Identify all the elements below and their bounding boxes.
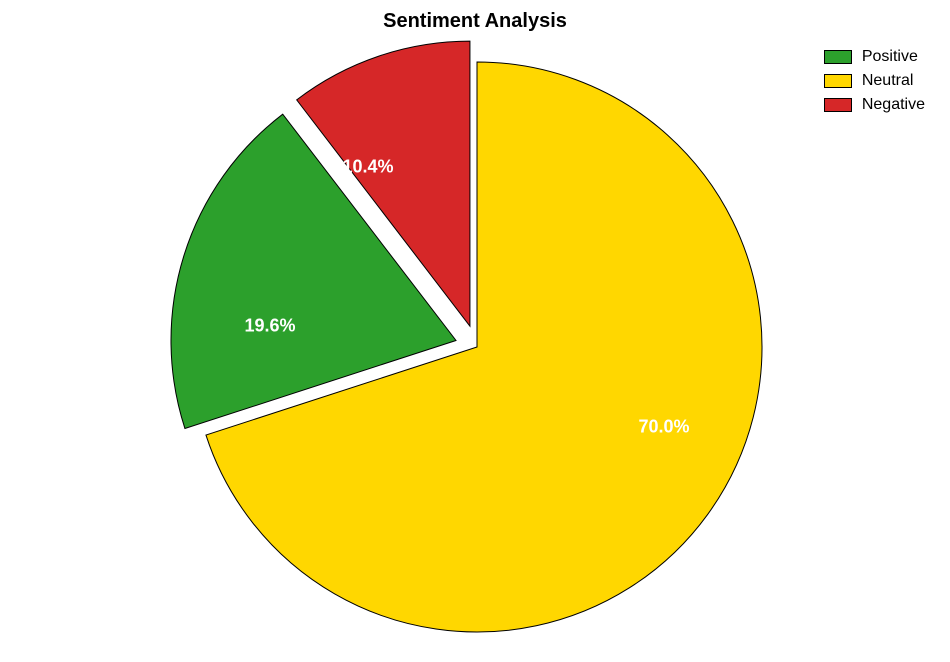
legend-label-positive: Positive	[862, 48, 918, 66]
legend: Positive Neutral Negative	[824, 48, 925, 114]
legend-label-negative: Negative	[862, 96, 925, 114]
legend-item-negative: Negative	[824, 96, 925, 114]
slice-label-negative: 10.4%	[342, 157, 393, 178]
legend-item-neutral: Neutral	[824, 72, 925, 90]
legend-swatch-neutral	[824, 74, 852, 88]
legend-swatch-positive	[824, 50, 852, 64]
pie-chart-svg	[0, 0, 950, 662]
legend-swatch-negative	[824, 98, 852, 112]
legend-item-positive: Positive	[824, 48, 925, 66]
slice-label-neutral: 70.0%	[638, 417, 689, 438]
pie-chart-container: Sentiment Analysis 19.6%10.4%70.0% Posit…	[0, 0, 950, 662]
slice-label-positive: 19.6%	[244, 316, 295, 337]
legend-label-neutral: Neutral	[862, 72, 914, 90]
